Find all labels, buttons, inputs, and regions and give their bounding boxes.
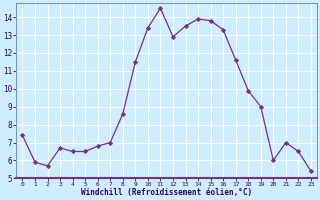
X-axis label: Windchill (Refroidissement éolien,°C): Windchill (Refroidissement éolien,°C): [81, 188, 252, 197]
